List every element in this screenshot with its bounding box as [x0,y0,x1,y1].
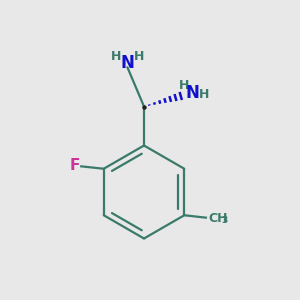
Text: N: N [121,54,134,72]
Text: N: N [186,84,200,102]
Text: CH: CH [208,212,228,225]
Text: F: F [69,158,80,173]
Text: H: H [134,50,145,63]
Text: H: H [179,79,189,92]
Text: H: H [199,88,209,101]
Text: H: H [111,50,121,63]
Text: 3: 3 [221,216,228,225]
